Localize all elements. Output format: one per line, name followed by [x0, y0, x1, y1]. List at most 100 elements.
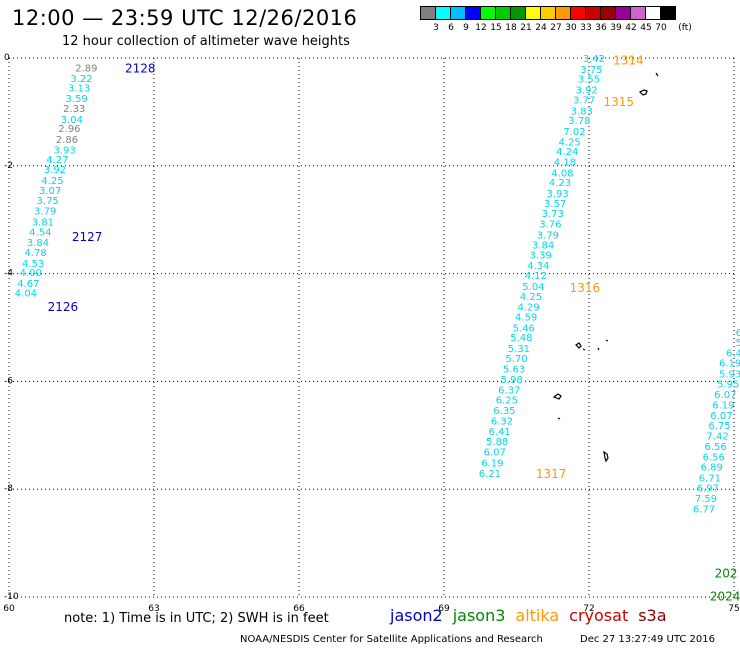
wave-height-value: 6.07: [710, 411, 732, 422]
wave-height-value: 7.02: [563, 127, 585, 138]
wave-height-value: 3.55: [578, 74, 600, 85]
wave-height-value: 3.83: [571, 106, 593, 117]
y-tick-label: -10: [4, 592, 19, 602]
wave-height-value: 3.84: [27, 238, 49, 249]
wave-height-value: 6: [736, 328, 740, 339]
legend-label: 70: [655, 23, 667, 33]
wave-height-value: 6.21: [479, 469, 501, 480]
wave-height-value: 6.19: [719, 359, 740, 370]
satellite-legend: jason2 jason3 altika cryosat s3a: [390, 606, 677, 625]
legend-label: 39: [610, 23, 622, 33]
island-outlines: [552, 72, 659, 463]
legend-labels: 3 6 9 12 15 18 21 24 27 30 33 36 39 42 45 70 (ft): [420, 23, 692, 35]
y-tick-label: -8: [4, 484, 13, 494]
track-west: 2.893.223.133.592.333.042.962.863.934.27…: [15, 64, 98, 300]
wave-height-value: 3.07: [39, 186, 61, 197]
pass-number-label: 2024: [710, 589, 740, 603]
wave-height-value: 3.76: [539, 219, 561, 230]
wave-height-value: 6.35: [493, 406, 515, 417]
wave-height-value: 5.04: [522, 282, 544, 293]
wave-height-value: 3.92: [575, 85, 597, 96]
pass-number-label: 2127: [72, 230, 103, 244]
legend-label: 45: [640, 23, 652, 33]
wave-height-value: 3.42: [583, 54, 605, 65]
legend-swatches: [420, 6, 676, 20]
legend-label: 27: [550, 23, 562, 33]
wave-height-value: 4.04: [15, 288, 37, 299]
wave-height-value: 4.24: [556, 147, 578, 158]
y-tick-label: -2: [4, 161, 13, 171]
wave-height-value: 4.34: [527, 261, 549, 272]
legend-label: 15: [490, 23, 502, 33]
wave-height-value: 4.25: [559, 138, 581, 149]
wave-height-value: 5.93: [719, 369, 740, 380]
legend-label: 36: [595, 23, 607, 33]
legend-label: 12: [475, 23, 487, 33]
altimeter-tracks: 2.893.223.133.592.333.042.962.863.934.27…: [15, 54, 740, 516]
wave-height-value: 6.07: [714, 390, 736, 401]
wave-height-value: 4.23: [549, 178, 571, 189]
legend-label: 9: [463, 23, 469, 33]
wave-height-value: 4.25: [41, 176, 63, 187]
satellite-legend-entry: s3a: [638, 606, 667, 625]
wave-height-value: 6.97: [697, 484, 719, 495]
wave-height-value: 4.18: [554, 157, 576, 168]
legend-label: 6: [448, 23, 454, 33]
pass-number-label: 202: [715, 567, 738, 581]
legend-label: 3: [433, 23, 439, 33]
map-grid: [8, 57, 735, 598]
x-tick-label: 72: [583, 604, 594, 614]
wave-height-value: 4.25: [520, 292, 542, 303]
island-outline: [552, 393, 562, 420]
wave-height-value: 4.00: [20, 268, 42, 279]
x-tick-label: 66: [293, 604, 305, 614]
pass-number-label: 1314: [613, 54, 644, 68]
wave-height-value: 5.46: [513, 324, 535, 335]
wave-height-value: 4.12: [525, 271, 547, 282]
wave-height-value: 6.32: [491, 417, 513, 428]
legend-label: 24: [535, 23, 547, 33]
color-legend: 3 6 9 12 15 18 21 24 27 30 33 36 39 42 45 70 (ft): [420, 6, 692, 35]
wave-height-value: 6.37: [498, 385, 520, 396]
wave-height-value: 2.33: [63, 104, 85, 115]
satellite-legend-entry: jason3: [452, 606, 506, 625]
satellite-legend-entry: cryosat: [569, 606, 629, 625]
wave-height-value: 5: [736, 338, 740, 349]
wave-height-value: 5.98: [501, 375, 523, 386]
wave-height-value: 3.73: [542, 209, 564, 220]
wave-height-value: 5.48: [510, 333, 532, 344]
y-tick-label: -4: [4, 269, 13, 279]
wave-height-value: 5.95: [717, 380, 739, 391]
x-tick-label: 75: [728, 604, 739, 614]
wave-height-value: 6.41: [488, 427, 510, 438]
wave-height-value: 6.56: [705, 442, 727, 453]
wave-height-value: 4.27: [46, 155, 68, 166]
satellite-legend-entry: altika: [515, 606, 560, 625]
wave-height-value: 5.88: [486, 437, 508, 448]
wave-height-value: 3.57: [544, 199, 566, 210]
axis-ticks: 60 63 66 69 72 75 0 -2 -4 -6 -8 -10: [3, 53, 739, 614]
wave-height-value: 3.22: [70, 74, 92, 85]
wave-height-value: 4.54: [29, 228, 51, 239]
wave-height-value: 4.29: [517, 302, 539, 313]
legend-label: 30: [565, 23, 577, 33]
wave-height-value: 3.92: [44, 165, 66, 176]
pass-number-label: 1317: [536, 467, 567, 481]
wave-height-value: 7.42: [706, 431, 728, 442]
track-east: 656.46.195.935.956.076.196.076.757.426.5…: [693, 328, 740, 516]
wave-height-value: 3.81: [32, 217, 54, 228]
x-tick-label: 60: [3, 604, 15, 614]
wave-height-value: 6.89: [701, 463, 723, 474]
pass-number-label: 1315: [604, 95, 635, 109]
chart-subtitle: 12 hour collection of altimeter wave hei…: [62, 34, 350, 49]
pass-number-label: 2126: [48, 300, 79, 314]
wave-height-value: 6.77: [693, 505, 715, 516]
wave-height-value: 3.39: [530, 251, 552, 262]
wave-height-value: 2.89: [75, 64, 97, 75]
wave-height-value: 3.93: [53, 146, 75, 157]
wave-height-value: 3.04: [61, 115, 83, 126]
wave-height-value: 3.75: [37, 196, 59, 207]
wave-height-value: 3.79: [34, 207, 56, 218]
wave-height-value: 5.63: [503, 364, 525, 375]
